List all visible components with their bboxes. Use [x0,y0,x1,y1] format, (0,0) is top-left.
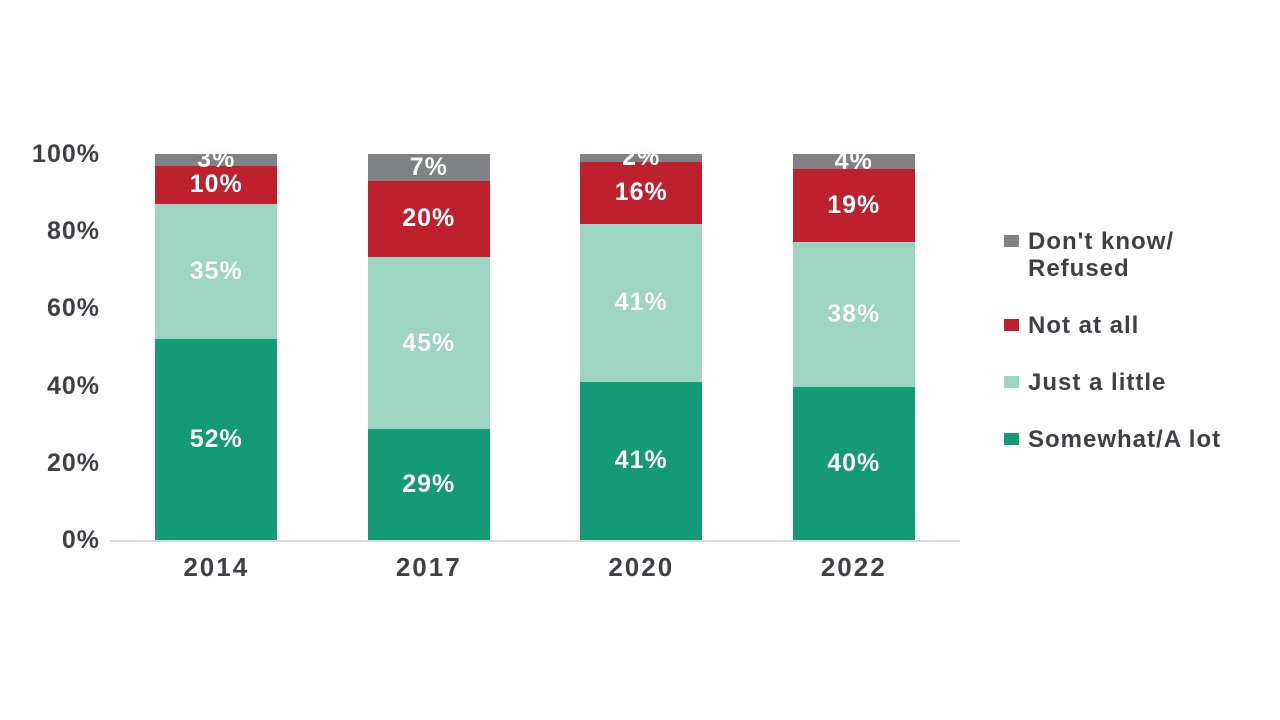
y-tick-label: 20% [46,448,100,477]
legend-item: Not at all [1004,312,1274,339]
stacked-bar-2017: 29% 45% 20% 7% [367,152,490,540]
x-axis-line [110,540,960,542]
stacked-bar-2014: 52% 35% 10% 3% [155,147,278,540]
bar-segment: 10% [155,165,278,205]
x-axis-label-2017: 2017 [395,552,462,582]
bar-segment: 19% [792,169,915,243]
x-axis-label-2020: 2020 [608,552,675,582]
legend-item: Don't know/ Refused [1004,228,1274,282]
bar-segment-value-label: 19% [827,191,881,220]
bar-segment-value-label: 38% [827,300,881,329]
bar-segment-value-label: 29% [402,470,456,499]
bar-segment: 52% [155,339,278,540]
bar-segment-value-label: 45% [402,328,456,357]
bar-segment: 16% [580,161,703,224]
plot-area: 52% 35% 10% 3% 29% 45% 20% 7% 41% 41% 16% 2% 40% 38% 1… [110,145,961,542]
legend-swatch-icon [1004,376,1019,388]
legend-label: Somewhat/A lot [1028,426,1222,453]
stacked-bar-2022: 40% 38% 19% 4% [792,149,915,540]
bar-column-2017: 29% 45% 20% 7% [323,154,536,540]
legend-item: Somewhat/A lot [1004,426,1274,453]
legend-label: Not at all [1028,312,1140,339]
bar-segment-value-label: 52% [189,425,243,454]
bar-segment: 2% [580,145,703,170]
bar-segment: 35% [155,204,278,340]
x-axis-label-2014: 2014 [183,552,250,582]
bar-column-2014: 52% 35% 10% 3% [110,147,323,540]
y-axis: 0% 20% 40% 60% 80% 100% [0,141,100,553]
bar-segment-value-label: 20% [402,204,456,233]
bar-segment-value-label: 40% [827,449,881,478]
legend-swatch-icon [1004,433,1019,445]
y-tick-label: 0% [61,526,100,554]
y-tick-label: 40% [46,371,100,400]
bar-segment-value-label: 4% [834,147,873,176]
bar-segment: 20% [367,180,490,258]
y-tick-label: 100% [32,140,100,168]
x-axis-label-2022: 2022 [820,552,887,582]
legend-swatch-icon [1004,235,1019,247]
bar-segment: 45% [367,257,490,430]
bar-segment: 38% [792,242,915,388]
bar-segment: 41% [580,381,703,540]
legend-label: Just a little [1028,369,1167,396]
y-tick-label: 80% [46,217,100,246]
legend-item: Just a little [1004,369,1274,396]
bar-segment-value-label: 41% [614,288,668,317]
bar-segment: 41% [580,223,703,382]
stacked-bar-2020: 41% 41% 16% 2% [580,145,703,540]
bar-segment: 7% [367,152,490,181]
bar-segment-value-label: 3% [197,145,236,174]
bar-segment-value-label: 10% [189,170,243,199]
bar-segment-value-label: 2% [622,143,661,172]
legend-label: Don't know/ Refused [1028,228,1175,282]
bar-segment: 40% [792,387,915,540]
bar-segment: 29% [367,429,490,540]
bar-column-2020: 41% 41% 16% 2% [535,145,748,540]
bar-segment-value-label: 16% [614,178,668,207]
bar-segment: 3% [155,147,278,172]
bar-segment-value-label: 7% [409,152,448,181]
bar-segment-value-label: 41% [614,446,668,475]
y-tick-label: 60% [46,294,100,323]
bar-segment-value-label: 35% [189,257,243,286]
bar-segment: 4% [792,149,915,174]
x-axis-labels: 2014 2017 2020 2022 [110,552,960,583]
legend: Don't know/ Refused Not at all Just a litt… [1004,228,1274,483]
bar-column-2022: 40% 38% 19% 4% [748,149,961,540]
legend-swatch-icon [1004,319,1019,331]
